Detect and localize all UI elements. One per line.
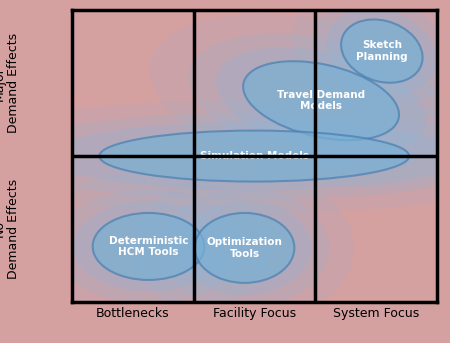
Ellipse shape [54, 189, 243, 304]
Ellipse shape [327, 8, 437, 94]
Ellipse shape [243, 61, 399, 140]
Ellipse shape [160, 188, 329, 307]
Text: Sketch
Planning: Sketch Planning [356, 40, 408, 62]
Text: Simulation Models: Simulation Models [200, 151, 309, 161]
Ellipse shape [177, 201, 312, 295]
Text: Travel Demand
Models: Travel Demand Models [277, 90, 365, 111]
Ellipse shape [135, 171, 354, 325]
Ellipse shape [0, 113, 450, 199]
Ellipse shape [73, 201, 224, 292]
Ellipse shape [189, 34, 450, 168]
Ellipse shape [93, 213, 204, 280]
Ellipse shape [313, 0, 450, 105]
Ellipse shape [149, 14, 450, 188]
Ellipse shape [26, 173, 271, 320]
Ellipse shape [99, 131, 409, 181]
Ellipse shape [341, 20, 423, 83]
Text: No
Demand Effects: No Demand Effects [0, 179, 20, 279]
Ellipse shape [292, 0, 450, 121]
Ellipse shape [216, 47, 426, 154]
Text: Optimization
Tools: Optimization Tools [207, 237, 283, 259]
Ellipse shape [195, 213, 294, 283]
Ellipse shape [0, 100, 450, 212]
Text: Deterministic
HCM Tools: Deterministic HCM Tools [109, 236, 188, 257]
Ellipse shape [45, 122, 450, 190]
Text: Major
Demand Effects: Major Demand Effects [0, 33, 20, 133]
